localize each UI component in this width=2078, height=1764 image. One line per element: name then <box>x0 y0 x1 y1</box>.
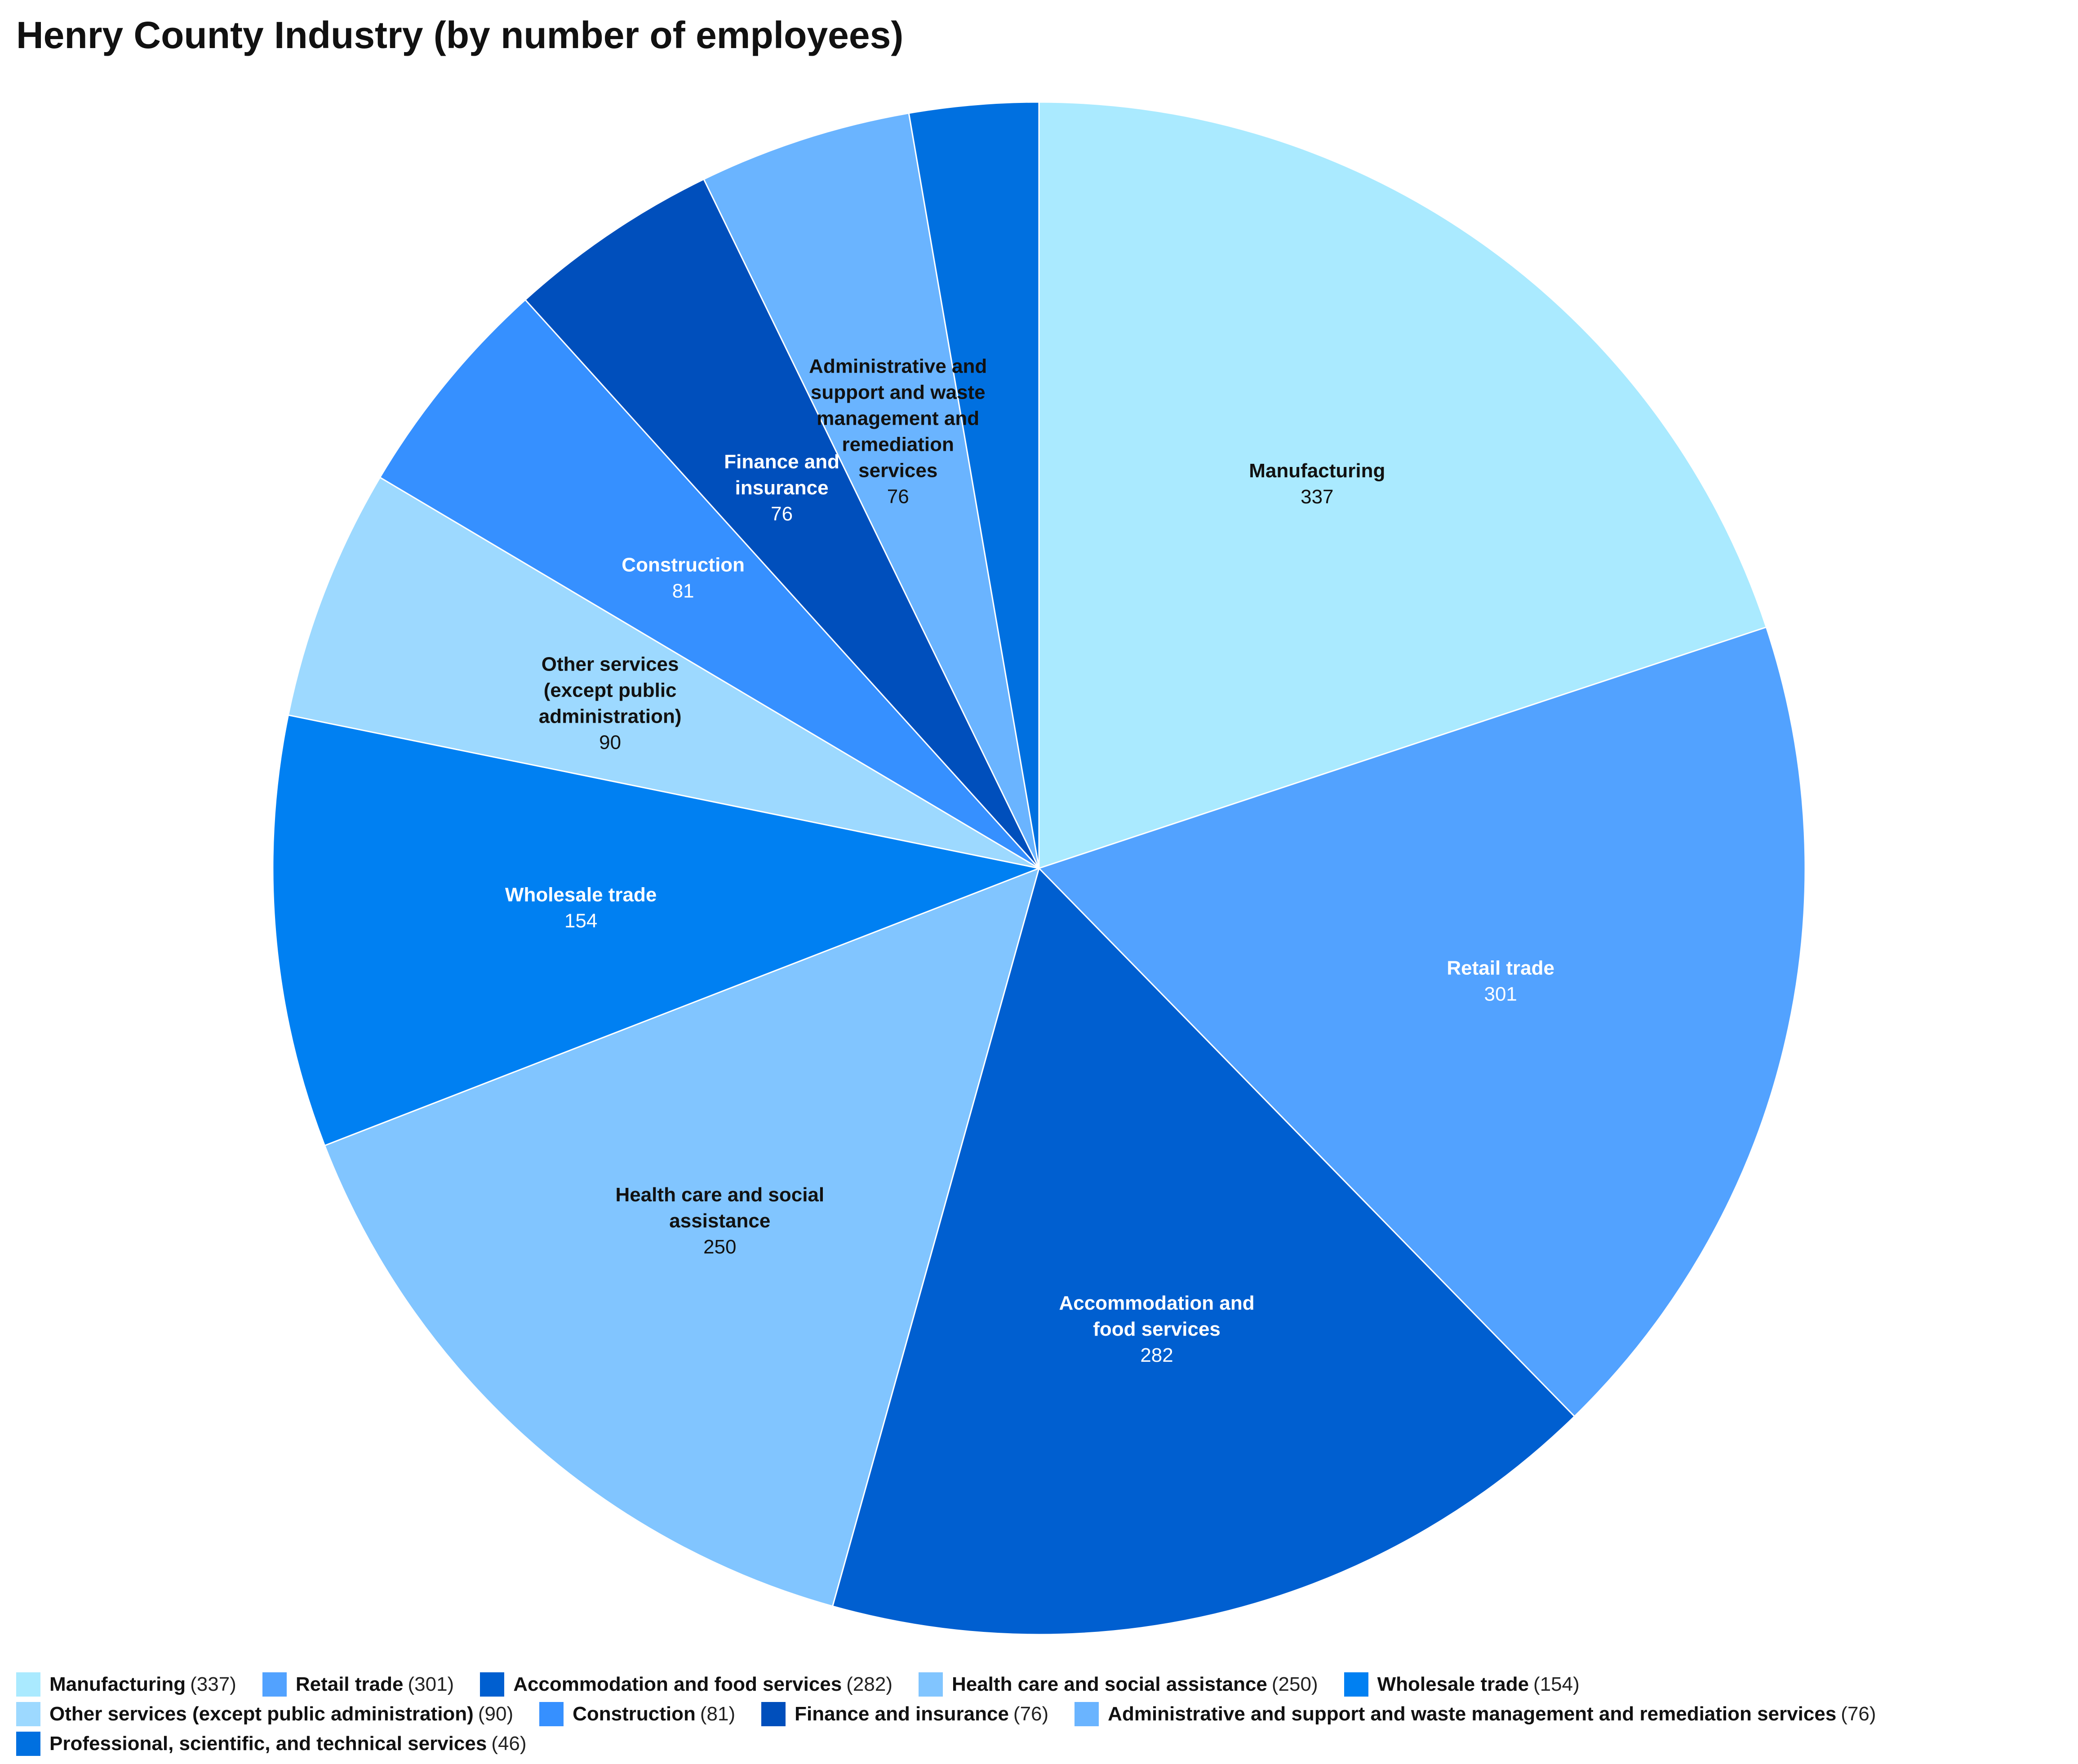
legend-value: (46) <box>491 1733 527 1755</box>
pie-slice[interactable] <box>324 867 1040 1607</box>
slice-label: Administrative and <box>809 355 987 377</box>
slice-label: support and waste <box>811 381 986 403</box>
legend-item[interactable]: Finance and insurance (76) <box>761 1702 1048 1726</box>
slice-label: services <box>858 459 937 481</box>
slice-label: management and <box>817 407 979 429</box>
pie-slice[interactable] <box>703 112 1040 869</box>
legend-row: Manufacturing (337) Retail trade (301) Accom… <box>16 1670 2065 1699</box>
legend-item[interactable]: Construction (81) <box>539 1702 735 1726</box>
legend-swatch <box>539 1702 564 1726</box>
legend-label: Accommodation and food services <box>513 1673 842 1695</box>
legend-swatch <box>1075 1702 1099 1726</box>
legend-item[interactable]: Administrative and support and waste man… <box>1075 1702 1876 1726</box>
legend-value: (337) <box>190 1673 236 1695</box>
slice-label: (except public <box>544 680 677 702</box>
slice-value-label: 250 <box>703 1236 736 1258</box>
slice-label: insurance <box>735 477 829 499</box>
legend-label: Other services (except public administra… <box>49 1703 474 1725</box>
legend-item[interactable]: Health care and social assistance (250) <box>918 1672 1318 1697</box>
legend-value: (90) <box>478 1703 514 1725</box>
slice-label: food services <box>1093 1318 1221 1340</box>
slice-value-label: 90 <box>599 732 621 754</box>
legend-value: (81) <box>700 1703 736 1725</box>
slice-value-label: 282 <box>1140 1344 1173 1366</box>
legend-item[interactable]: Manufacturing (337) <box>16 1672 236 1697</box>
legend-label: Wholesale trade <box>1377 1673 1529 1695</box>
pie-slice[interactable] <box>524 178 1040 869</box>
legend-value: (282) <box>846 1673 892 1695</box>
slice-label: Finance and <box>724 451 839 473</box>
pie-slice[interactable] <box>908 101 1040 869</box>
slice-value-label: 76 <box>771 503 793 525</box>
legend: Manufacturing (337) Retail trade (301) Accom… <box>16 1670 2065 1759</box>
pie-slice[interactable] <box>379 298 1040 869</box>
legend-item[interactable]: Accommodation and food services (282) <box>480 1672 892 1697</box>
legend-label: Construction <box>573 1703 696 1725</box>
legend-value: (301) <box>408 1673 454 1695</box>
slice-label: administration) <box>539 706 682 728</box>
slice-label: assistance <box>669 1210 770 1232</box>
pie-slice[interactable] <box>287 476 1039 869</box>
legend-swatch <box>16 1732 40 1756</box>
slice-value-label: 337 <box>1301 486 1333 508</box>
slice-label: remediation <box>842 433 954 455</box>
slice-value-label: 301 <box>1484 983 1517 1005</box>
slice-label: Health care and social <box>615 1184 824 1206</box>
legend-swatch <box>1344 1672 1368 1697</box>
legend-label: Manufacturing <box>49 1673 186 1695</box>
legend-label: Retail trade <box>295 1673 404 1695</box>
chart-title: Henry County Industry (by number of empl… <box>16 14 904 56</box>
legend-item[interactable]: Retail trade (301) <box>262 1672 454 1697</box>
legend-swatch <box>761 1702 786 1726</box>
pie-slice[interactable] <box>1038 626 1806 1417</box>
slice-value-label: 81 <box>672 580 694 602</box>
legend-swatch <box>480 1672 505 1697</box>
legend-swatch <box>262 1672 287 1697</box>
pie-chart: Manufacturing 337 Retail trade 301 Accommoda… <box>272 101 1806 1635</box>
legend-label: Administrative and support and waste man… <box>1108 1703 1837 1725</box>
pie-slice[interactable] <box>831 867 1576 1635</box>
legend-row: Other services (except public administra… <box>16 1699 2065 1729</box>
legend-label: Health care and social assistance <box>951 1673 1267 1695</box>
slice-label: Wholesale trade <box>505 884 657 906</box>
slice-label: Manufacturing <box>1249 460 1385 482</box>
legend-label: Professional, scientific, and technical … <box>49 1733 487 1755</box>
pie-slice[interactable] <box>272 714 1042 1146</box>
slice-value-label: 154 <box>564 910 597 932</box>
slice-value-label: 76 <box>887 485 909 507</box>
legend-item[interactable]: Wholesale trade (154) <box>1344 1672 1580 1697</box>
legend-swatch <box>918 1672 943 1697</box>
legend-item[interactable]: Other services (except public administra… <box>16 1702 513 1726</box>
legend-value: (76) <box>1841 1703 1876 1725</box>
legend-label: Finance and insurance <box>795 1703 1009 1725</box>
slice-label: Accommodation and <box>1059 1292 1254 1314</box>
pie-slice[interactable] <box>1038 101 1767 870</box>
legend-value: (250) <box>1271 1673 1318 1695</box>
slice-label: Construction <box>622 554 745 576</box>
legend-value: (154) <box>1533 1673 1580 1695</box>
slice-label: Other services <box>542 653 679 675</box>
legend-item[interactable]: Professional, scientific, and technical … <box>16 1732 527 1756</box>
legend-swatch <box>16 1672 40 1697</box>
slice-label: Retail trade <box>1447 957 1554 979</box>
legend-swatch <box>16 1702 40 1726</box>
legend-row: Professional, scientific, and technical … <box>16 1729 2065 1759</box>
legend-value: (76) <box>1013 1703 1049 1725</box>
